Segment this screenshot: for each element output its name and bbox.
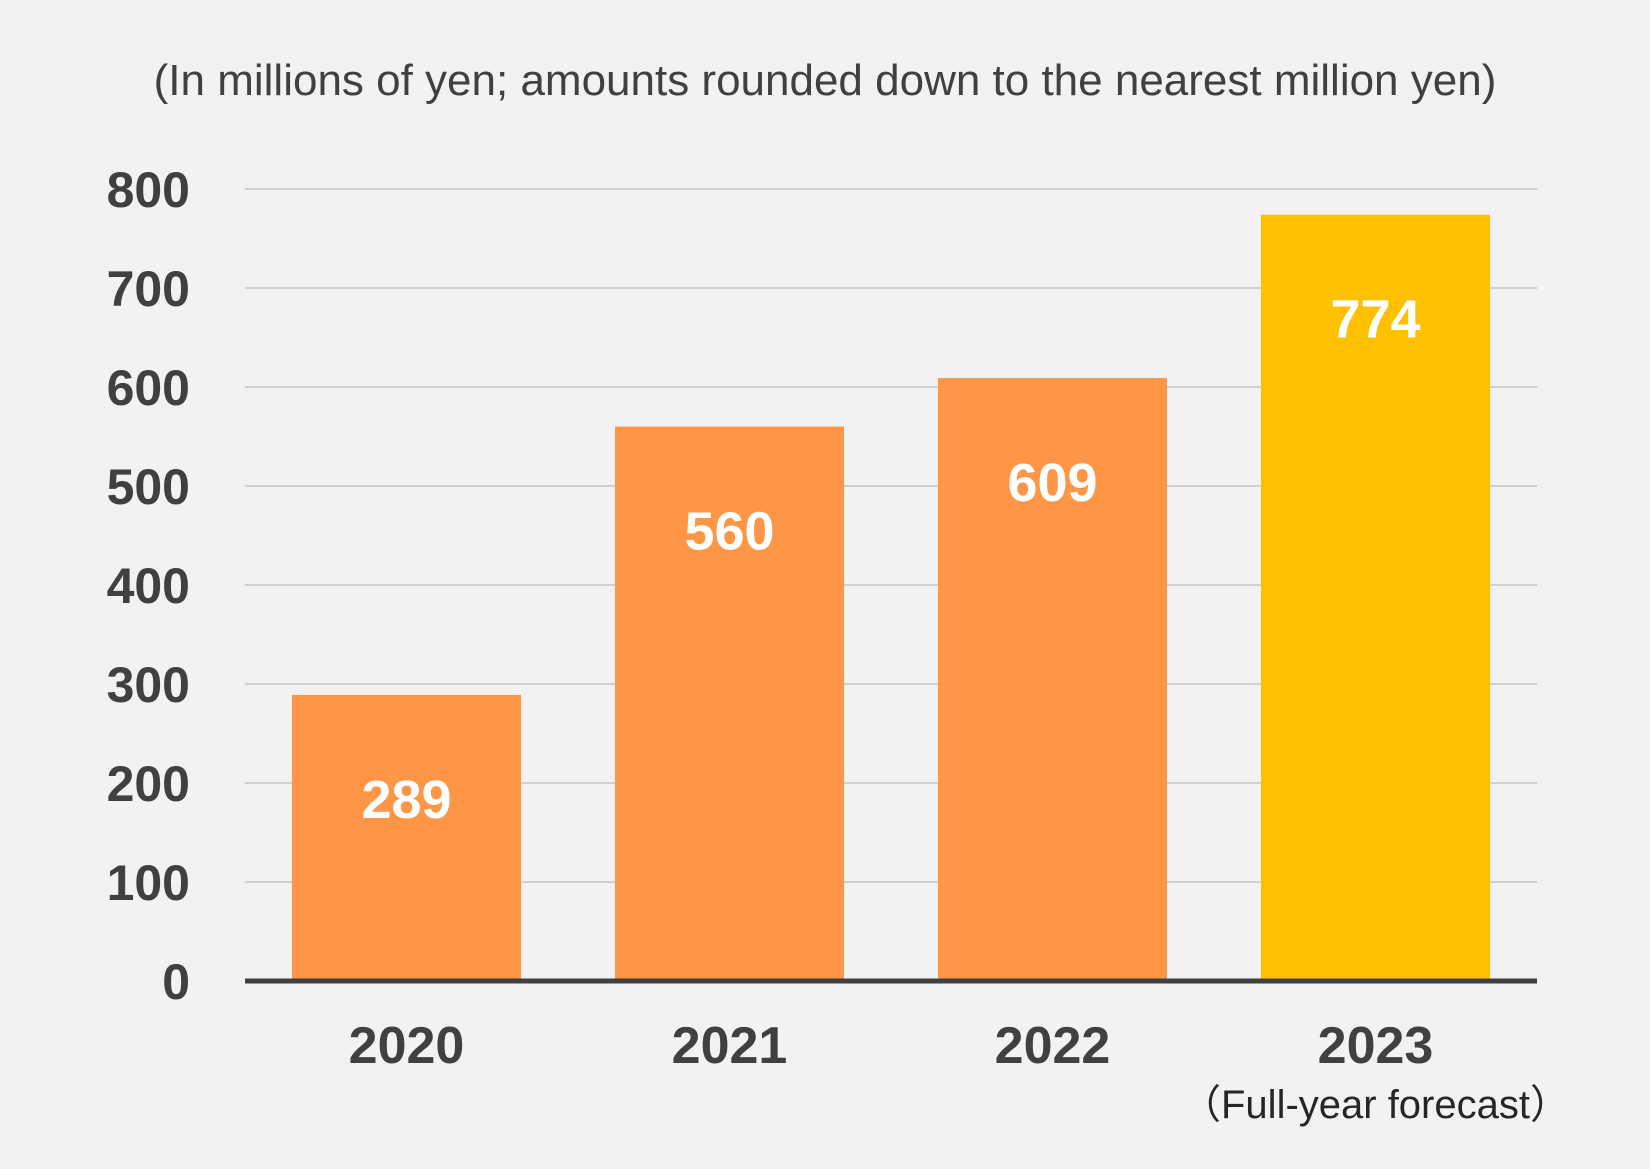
unit-note: (In millions of yen; amounts rounded dow… [153, 56, 1497, 105]
bar-2020 [292, 694, 521, 981]
y-tick-label: 600 [107, 360, 190, 416]
bar-2021 [615, 426, 844, 982]
bar-2022 [938, 378, 1167, 982]
y-axis-ticks: 0 100 200 300 400 500 600 700 800 [107, 162, 190, 1010]
y-tick-label: 0 [162, 954, 190, 1010]
x-tick-label: 2020 [349, 1017, 465, 1075]
data-label: 560 [684, 502, 774, 562]
data-label: 774 [1330, 290, 1420, 350]
bar-2023 [1261, 214, 1490, 982]
x-tick-label: 2021 [672, 1017, 788, 1075]
bars-group [292, 214, 1490, 982]
data-labels: 289 560 609 774 [361, 290, 1420, 830]
x-tick-label: 2023 [1318, 1017, 1434, 1075]
data-label: 609 [1007, 453, 1097, 513]
y-tick-label: 200 [107, 756, 190, 812]
y-tick-label: 700 [107, 261, 190, 317]
y-tick-label: 300 [107, 657, 190, 713]
y-tick-label: 800 [107, 162, 190, 218]
x-tick-sublabel: （Full-year forecast） [1181, 1083, 1570, 1127]
data-label: 289 [361, 770, 451, 830]
y-tick-label: 500 [107, 459, 190, 515]
x-axis-ticks: 2020 2021 2022 2023 （Full-year forecast） [349, 1017, 1570, 1127]
y-tick-label: 100 [107, 855, 190, 911]
y-tick-label: 400 [107, 558, 190, 614]
x-tick-label: 2022 [995, 1017, 1111, 1075]
